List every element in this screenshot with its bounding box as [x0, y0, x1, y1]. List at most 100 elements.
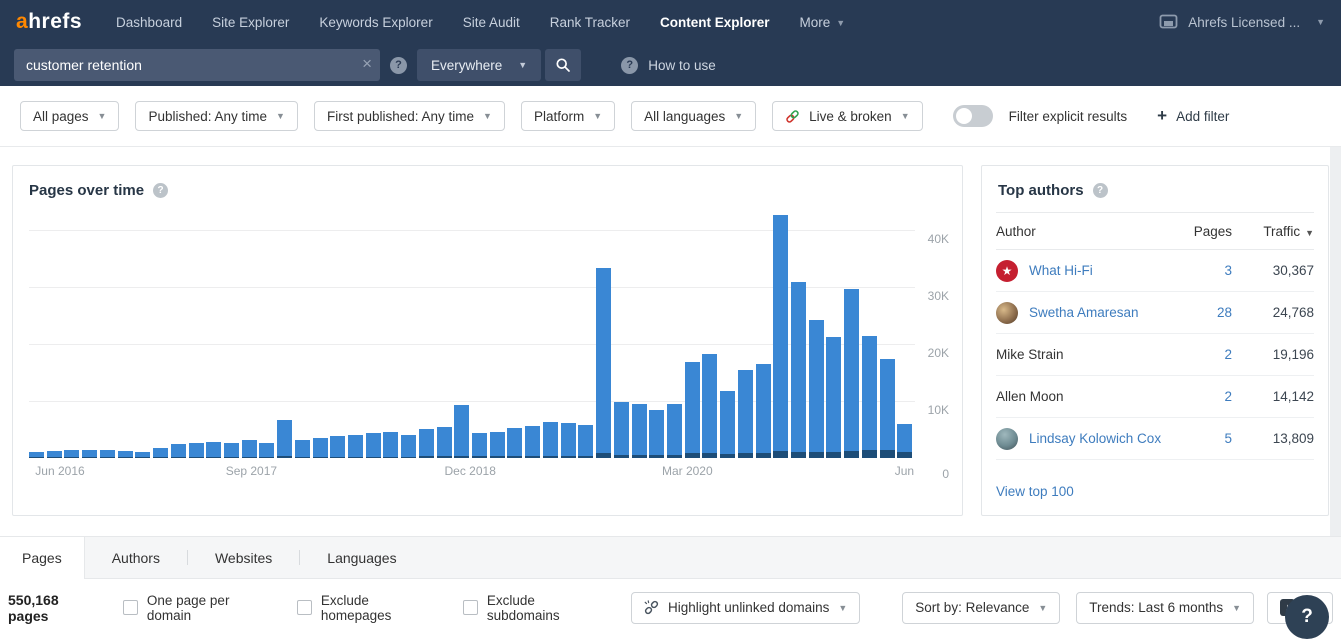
chart-bar[interactable] — [188, 442, 204, 458]
chart-bar[interactable] — [560, 422, 576, 458]
filter-all-pages[interactable]: All pages ▼ — [20, 101, 120, 131]
pages-chart-plot[interactable] — [29, 213, 915, 458]
search-input[interactable] — [14, 49, 380, 81]
author-pages-link[interactable]: 2 — [1224, 347, 1232, 362]
chart-bar[interactable] — [135, 451, 151, 458]
chart-bar[interactable] — [46, 450, 62, 458]
author-pages-link[interactable]: 2 — [1224, 389, 1232, 404]
chart-bar[interactable] — [808, 320, 824, 458]
chart-bar[interactable] — [365, 432, 381, 458]
chart-bar[interactable] — [259, 442, 275, 458]
chart-bar[interactable] — [897, 423, 913, 458]
chart-bar[interactable] — [436, 426, 452, 458]
chart-bar[interactable] — [294, 440, 310, 458]
chart-bar[interactable] — [64, 449, 80, 458]
chart-bar[interactable] — [489, 432, 505, 458]
chart-bar[interactable] — [117, 450, 133, 458]
chart-bar[interactable] — [99, 449, 115, 458]
chart-bar[interactable] — [720, 390, 736, 458]
chart-bar[interactable] — [826, 336, 842, 458]
chart-bar[interactable] — [383, 432, 399, 458]
chart-bar[interactable] — [773, 214, 789, 458]
chart-bar[interactable] — [241, 440, 257, 458]
author-link[interactable]: Swetha Amaresan — [1029, 305, 1139, 320]
chart-bar[interactable] — [206, 441, 222, 458]
chart-bar[interactable] — [223, 442, 239, 458]
filter-explicit-toggle[interactable] — [952, 105, 993, 127]
chart-bar[interactable] — [348, 435, 364, 458]
filter-platform[interactable]: Platform ▼ — [520, 101, 616, 131]
chart-bar[interactable] — [684, 361, 700, 458]
column-header-traffic[interactable]: Traffic ▼ — [1263, 223, 1314, 239]
checkbox-one-page-per-domain[interactable]: One page per domain — [122, 593, 271, 623]
clear-search-icon[interactable]: × — [362, 54, 372, 73]
author-name: Mike Strain — [996, 347, 1064, 362]
tab-languages[interactable]: Languages — [327, 549, 397, 566]
chart-bar[interactable] — [525, 426, 541, 458]
author-pages-link[interactable]: 3 — [1224, 263, 1232, 278]
nav-item-content-explorer[interactable]: Content Explorer — [660, 14, 770, 30]
chart-bar[interactable] — [737, 369, 753, 458]
filter-languages[interactable]: All languages ▼ — [631, 101, 757, 131]
column-header-pages[interactable]: Pages — [1193, 223, 1232, 239]
ahrefs-logo[interactable]: ahrefs — [16, 10, 82, 34]
help-fab-button[interactable]: ? — [1285, 595, 1329, 639]
nav-item-dashboard[interactable]: Dashboard — [116, 14, 183, 30]
nav-item-rank-tracker[interactable]: Rank Tracker — [549, 14, 631, 30]
chart-bar[interactable] — [312, 437, 328, 458]
tab-websites[interactable]: Websites — [214, 549, 273, 566]
help-circle-icon[interactable]: ? — [153, 183, 169, 198]
chart-bar[interactable] — [578, 425, 594, 458]
view-top-100-link[interactable]: View top 100 — [996, 484, 1074, 499]
chart-bar[interactable] — [613, 402, 629, 458]
filter-first-published[interactable]: First published: Any time ▼ — [313, 101, 505, 131]
chart-bar[interactable] — [631, 403, 647, 458]
filter-live-broken[interactable]: Live & broken ▼ — [772, 101, 923, 131]
tab-pages[interactable]: Pages — [0, 537, 85, 579]
author-pages-link[interactable]: 5 — [1224, 431, 1232, 446]
chart-bar[interactable] — [702, 354, 718, 458]
account-menu[interactable]: Ahrefs Licensed ... ▼ — [1159, 14, 1325, 30]
chart-bar[interactable] — [507, 427, 523, 458]
nav-item-more[interactable]: More ▼ — [799, 14, 846, 30]
author-link[interactable]: Lindsay Kolowich Cox — [1029, 431, 1162, 446]
nav-item-site-audit[interactable]: Site Audit — [462, 14, 520, 30]
search-scope-dropdown[interactable]: Everywhere ▼ — [417, 49, 542, 81]
chart-bar[interactable] — [542, 421, 558, 458]
nav-item-keywords-explorer[interactable]: Keywords Explorer — [319, 14, 433, 30]
chart-bar[interactable] — [401, 435, 417, 458]
chart-bar[interactable] — [649, 409, 665, 458]
author-link[interactable]: What Hi-Fi — [1029, 263, 1093, 278]
highlight-unlinked-domains-button[interactable]: Highlight unlinked domains ▼ — [631, 591, 861, 624]
filter-published[interactable]: Published: Any time ▼ — [135, 101, 298, 131]
chart-bar[interactable] — [596, 268, 612, 458]
chart-bar[interactable] — [418, 428, 434, 458]
nav-item-site-explorer[interactable]: Site Explorer — [212, 14, 290, 30]
chart-bar[interactable] — [170, 443, 186, 458]
chart-bar[interactable] — [29, 451, 45, 458]
chart-bar[interactable] — [330, 436, 346, 458]
how-to-use-link[interactable]: ? How to use — [621, 56, 716, 74]
sort-by-dropdown[interactable]: Sort by: Relevance ▼ — [902, 591, 1061, 624]
chart-bar[interactable] — [844, 289, 860, 458]
help-circle-icon[interactable]: ? — [1092, 183, 1108, 198]
checkbox-exclude-homepages[interactable]: Exclude homepages — [296, 593, 437, 623]
chart-bar-broken-segment — [844, 450, 860, 458]
chart-bar[interactable] — [82, 449, 98, 458]
chart-bar[interactable] — [861, 335, 877, 458]
add-filter-button[interactable]: + Add filter — [1157, 106, 1230, 125]
chart-bar[interactable] — [277, 419, 293, 458]
chart-bar[interactable] — [666, 403, 682, 458]
chart-bar[interactable] — [454, 405, 470, 458]
chart-bar[interactable] — [472, 432, 488, 458]
trends-dropdown[interactable]: Trends: Last 6 months ▼ — [1076, 591, 1255, 624]
chart-bar[interactable] — [791, 281, 807, 458]
tab-authors[interactable]: Authors — [111, 549, 160, 566]
checkbox-exclude-subdomains[interactable]: Exclude subdomains — [462, 593, 605, 623]
chart-bar[interactable] — [755, 364, 771, 458]
search-help-icon[interactable]: ? — [390, 56, 407, 74]
search-submit-button[interactable] — [545, 49, 582, 81]
chart-bar[interactable] — [879, 359, 895, 458]
chart-bar[interactable] — [153, 447, 169, 458]
author-pages-link[interactable]: 28 — [1216, 305, 1232, 320]
